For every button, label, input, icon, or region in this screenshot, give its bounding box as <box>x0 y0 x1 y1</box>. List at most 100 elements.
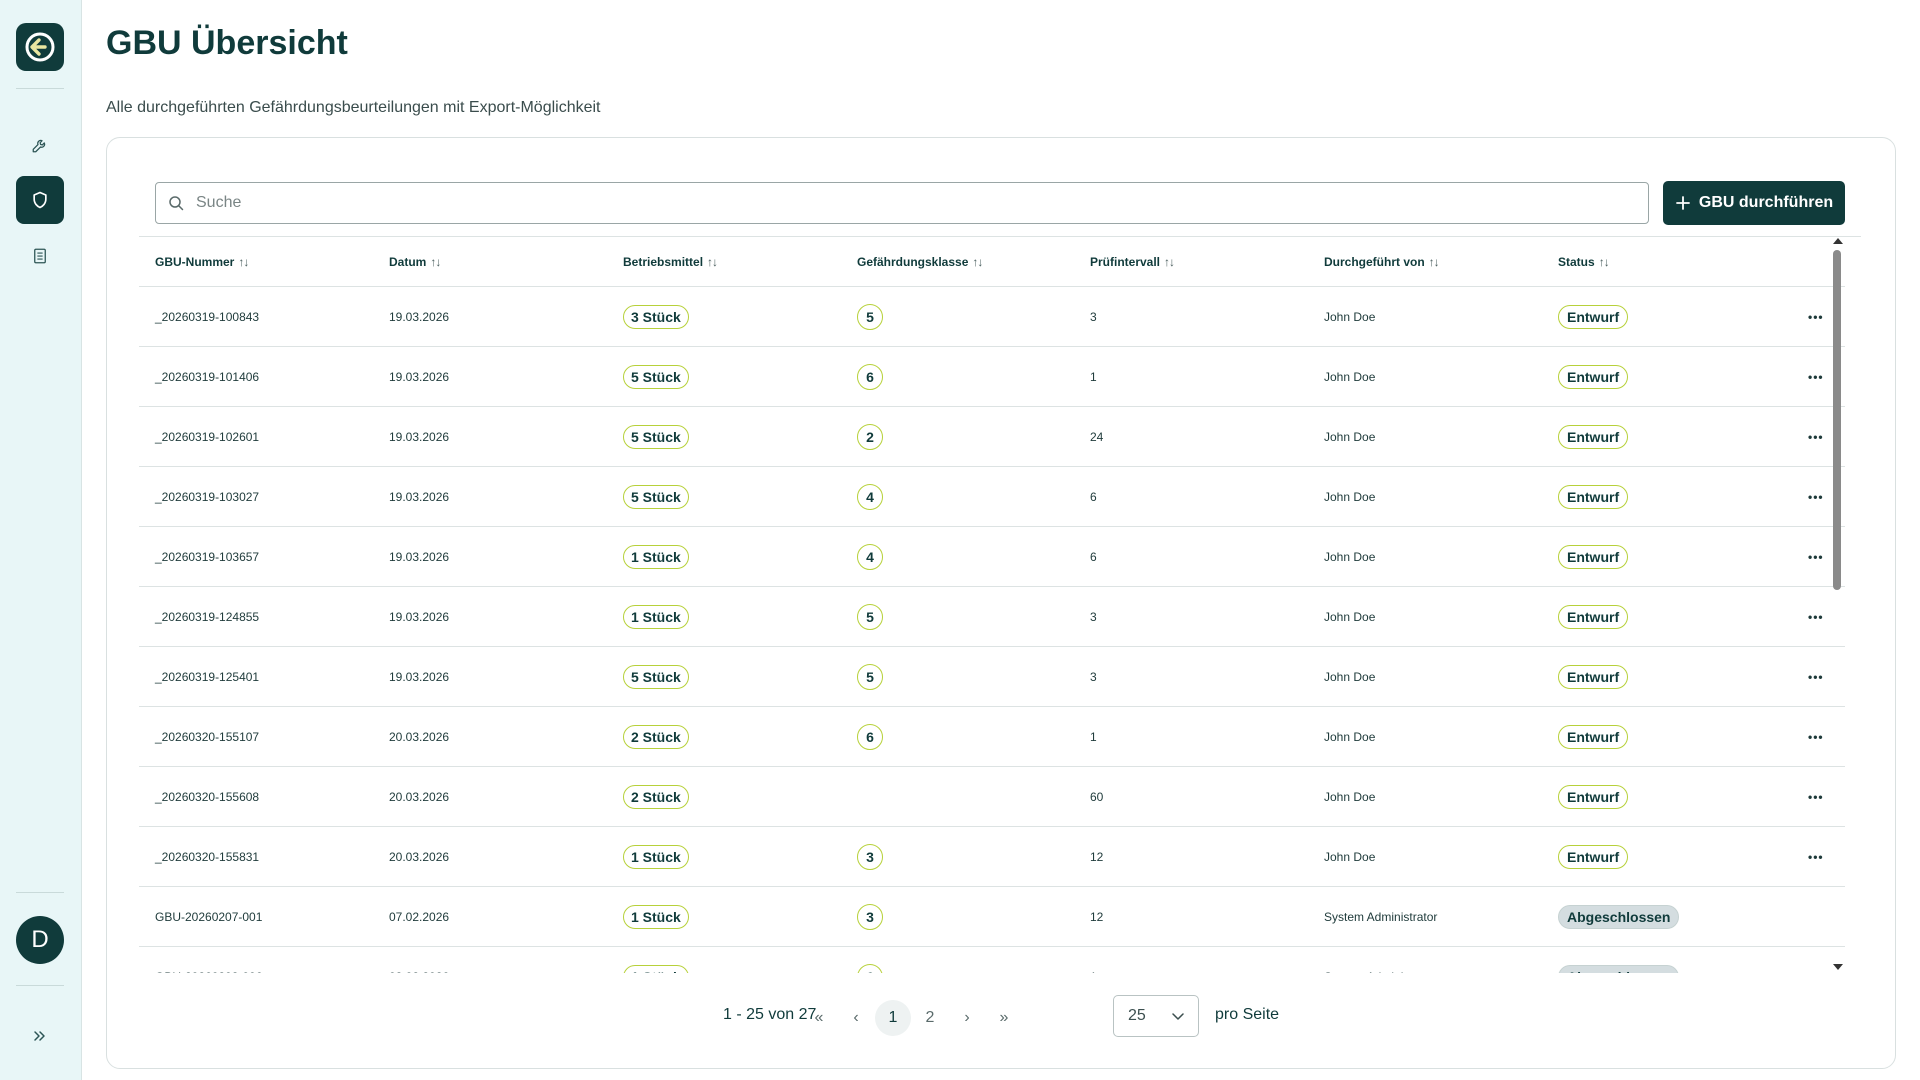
column-header-interval[interactable]: Prüfintervall ↑↓ <box>1090 254 1175 269</box>
hazard-class-cell: 5 <box>857 303 883 330</box>
sidebar-item-tools[interactable] <box>16 121 64 169</box>
scroll-thumb[interactable] <box>1833 250 1841 590</box>
hazard-class-badge: 6 <box>857 723 883 750</box>
sidebar-item-documents[interactable] <box>16 232 64 280</box>
equipment-badge: 1 Stück <box>623 964 689 973</box>
table-row[interactable]: _20260319-124855 19.03.2026 1 Stück 5 3 John … <box>139 587 1845 647</box>
sidebar-divider <box>16 88 64 89</box>
sort-icon[interactable]: ↑↓ <box>1428 254 1440 269</box>
column-header-date[interactable]: Datum ↑↓ <box>389 254 441 269</box>
status-badge: Entwurf <box>1558 844 1629 869</box>
interval: 12 <box>1090 849 1104 864</box>
sidebar-divider <box>16 892 64 893</box>
table-body: _20260319-100843 19.03.2026 3 Stück 5 3 John … <box>139 287 1845 973</box>
hazard-class-badge: 5 <box>857 303 883 330</box>
search-field[interactable] <box>155 182 1649 224</box>
table-row[interactable]: _20260319-100843 19.03.2026 3 Stück 5 3 John … <box>139 287 1845 347</box>
table-row[interactable]: GBU-20260207-001 07.02.2026 1 Stück 3 12 Syst… <box>139 887 1845 947</box>
status-badge: Entwurf <box>1558 304 1629 329</box>
performed-by: John Doe <box>1324 729 1376 744</box>
wrench-icon <box>32 139 46 153</box>
performed-by: John Doe <box>1324 309 1376 324</box>
column-header-status[interactable]: Status ↑↓ <box>1558 254 1610 269</box>
column-header-equipment[interactable]: Betriebsmittel ↑↓ <box>623 254 718 269</box>
sidebar-item-gbu[interactable] <box>16 176 64 224</box>
gbu-number: _20260320-155831 <box>155 849 260 864</box>
table-row[interactable]: _20260319-102601 19.03.2026 5 Stück 2 24 John… <box>139 407 1845 467</box>
row-menu-button[interactable]: ••• <box>1808 489 1824 504</box>
status-cell: Entwurf <box>1558 844 1629 869</box>
sort-icon[interactable]: ↑↓ <box>1598 254 1610 269</box>
table-row[interactable]: GBU-20260208-006 08.02.2026 1 Stück 6 1 Syste… <box>139 947 1845 973</box>
row-menu-button[interactable]: ••• <box>1808 309 1824 324</box>
next-page-button[interactable]: › <box>964 1009 970 1026</box>
row-menu-button[interactable]: ••• <box>1808 729 1824 744</box>
table-row[interactable]: _20260320-155831 20.03.2026 1 Stück 3 12 John… <box>139 827 1845 887</box>
page-button-2[interactable]: 2 <box>925 1009 935 1026</box>
row-menu-button[interactable]: ••• <box>1808 369 1824 384</box>
search-input[interactable] <box>194 193 1598 213</box>
pagination: 1 - 25 von 27 « ‹ 1 2 › » 25 pro Seite <box>107 994 1897 1042</box>
table-row[interactable]: _20260319-103027 19.03.2026 5 Stück 4 6 John … <box>139 467 1845 527</box>
sort-icon[interactable]: ↑↓ <box>238 254 249 269</box>
logo-icon <box>25 32 55 62</box>
performed-by: John Doe <box>1324 609 1376 624</box>
chevron-down-icon <box>1172 1013 1184 1020</box>
gbu-table: GBU-Nummer ↑↓ Datum ↑↓ Betriebsmittel ↑↓ Ge… <box>139 236 1861 973</box>
sidebar: D <box>0 0 82 1080</box>
row-menu-button[interactable]: ••• <box>1808 789 1824 804</box>
sort-icon[interactable]: ↑↓ <box>1164 254 1175 269</box>
equipment-badge: 5 Stück <box>623 664 689 689</box>
date: 19.03.2026 <box>389 669 450 684</box>
table-row[interactable]: _20260320-155608 20.03.2026 2 Stück 60 John … <box>139 767 1845 827</box>
equipment-cell: 3 Stück <box>623 304 689 329</box>
per-page-label: pro Seite <box>1215 1006 1280 1023</box>
sort-icon[interactable]: ↑↓ <box>972 254 983 269</box>
page-button-1[interactable]: 1 <box>875 1000 911 1036</box>
row-menu-button[interactable]: ••• <box>1808 849 1824 864</box>
row-menu-button[interactable]: ••• <box>1808 549 1824 564</box>
row-menu-button[interactable]: ••• <box>1808 609 1824 624</box>
column-header-gbu-number[interactable]: GBU-Nummer ↑↓ <box>155 254 249 269</box>
hazard-class-cell: 6 <box>857 363 883 390</box>
hazard-class-badge: 6 <box>857 963 883 973</box>
equipment-cell: 1 Stück <box>623 964 689 973</box>
gbu-number: _20260319-102601 <box>155 429 260 444</box>
status-cell: Entwurf <box>1558 424 1629 449</box>
avatar[interactable]: D <box>16 916 64 964</box>
row-menu-button[interactable]: ••• <box>1808 669 1824 684</box>
table-row[interactable]: _20260319-103657 19.03.2026 1 Stück 4 6 John … <box>139 527 1845 587</box>
previous-page-button[interactable]: ‹ <box>853 1009 859 1026</box>
chevrons-right-icon <box>34 1031 45 1041</box>
performed-by: John Doe <box>1324 789 1376 804</box>
interval: 3 <box>1090 609 1097 624</box>
first-page-button[interactable]: « <box>814 1009 824 1026</box>
gbu-number: _20260319-103657 <box>155 549 260 564</box>
row-menu-button[interactable]: ••• <box>1808 429 1824 444</box>
expand-sidebar-button[interactable] <box>28 1024 52 1048</box>
column-header-hazard-class[interactable]: Gefährdungsklasse ↑↓ <box>857 254 983 269</box>
equipment-cell: 1 Stück <box>623 844 689 869</box>
last-page-button[interactable]: » <box>999 1009 1009 1026</box>
avatar-initial: D <box>31 926 49 953</box>
status-badge: Entwurf <box>1558 424 1629 449</box>
equipment-cell: 5 Stück <box>623 364 689 389</box>
table-scrollbar[interactable] <box>1831 236 1843 972</box>
logo[interactable] <box>16 23 64 71</box>
table-row[interactable]: _20260320-155107 20.03.2026 2 Stück 6 1 John … <box>139 707 1845 767</box>
table-row[interactable]: _20260319-101406 19.03.2026 5 Stück 6 1 John … <box>139 347 1845 407</box>
sort-icon[interactable]: ↑↓ <box>707 254 718 269</box>
hazard-class-cell: 6 <box>857 723 883 750</box>
scroll-up-arrow[interactable] <box>1833 238 1843 244</box>
per-page-select[interactable]: 25 <box>1113 995 1199 1037</box>
table-row[interactable]: _20260319-125401 19.03.2026 5 Stück 5 3 John … <box>139 647 1845 707</box>
interval: 1 <box>1090 369 1097 384</box>
hazard-class-badge: 2 <box>857 423 883 450</box>
sort-icon[interactable]: ↑↓ <box>430 254 441 269</box>
equipment-badge: 5 Stück <box>623 424 689 449</box>
new-gbu-button[interactable]: GBU durchführen <box>1663 181 1845 225</box>
column-header-performed-by[interactable]: Durchgeführt von ↑↓ <box>1324 254 1440 269</box>
date: 19.03.2026 <box>389 549 450 564</box>
scroll-down-arrow[interactable] <box>1833 964 1843 970</box>
plus-icon <box>1675 196 1690 210</box>
